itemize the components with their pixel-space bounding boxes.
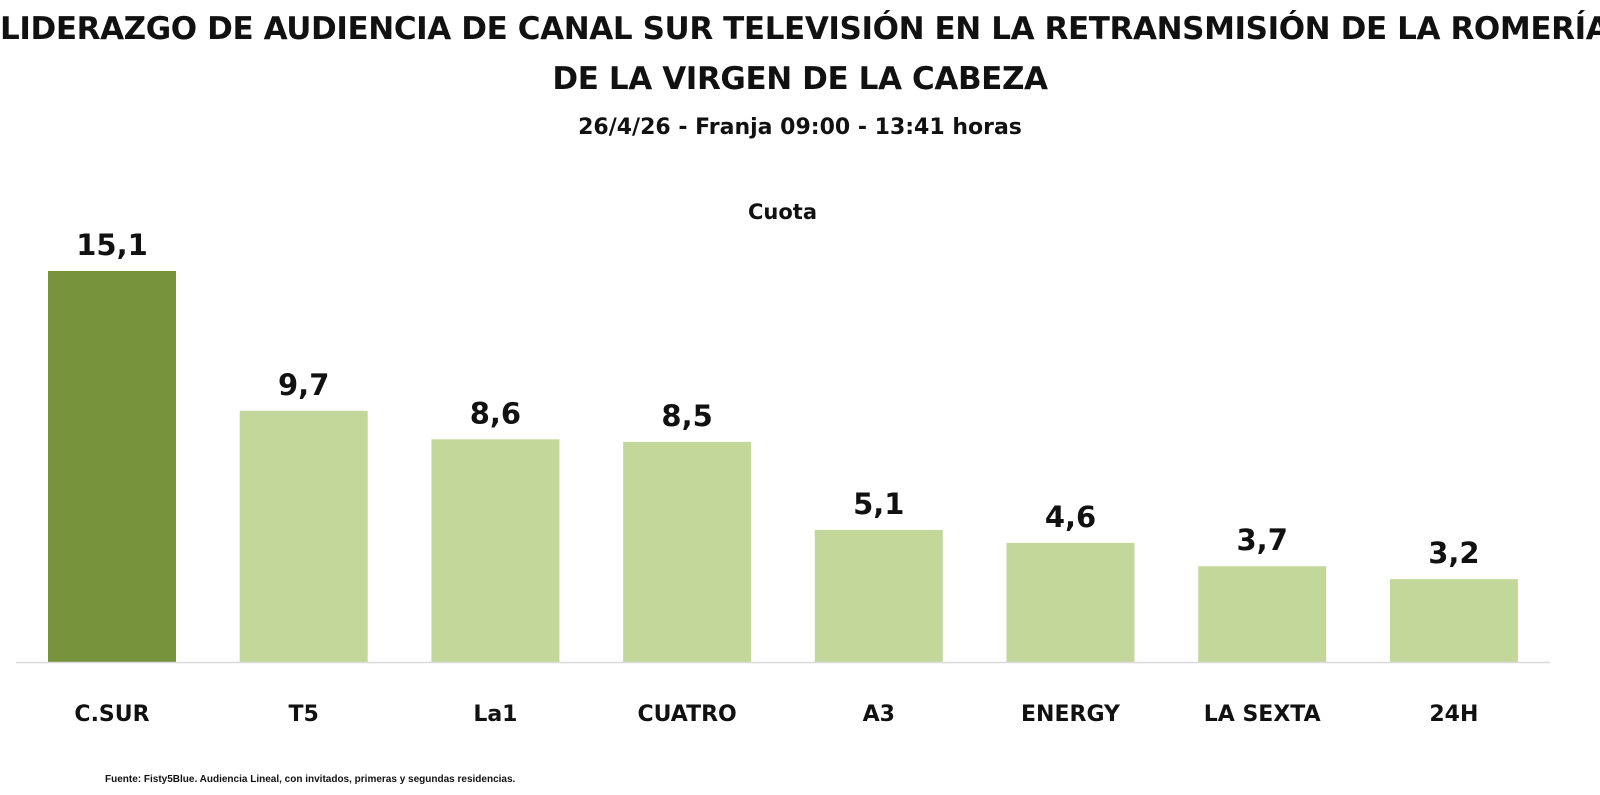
category-label-a3: A3	[863, 702, 895, 727]
bar-la-sexta	[1198, 566, 1327, 662]
bar-la1	[431, 439, 560, 662]
bar-24h	[1389, 579, 1518, 662]
bar-t5	[239, 410, 368, 662]
chart-title-line1: LIDERAZGO DE AUDIENCIA DE CANAL SUR TELE…	[0, 11, 1600, 47]
value-label-a3: 5,1	[853, 487, 904, 521]
value-label-cuatro: 8,5	[661, 399, 712, 433]
bar-cuatro	[623, 441, 752, 662]
category-label-la1: La1	[473, 702, 517, 727]
value-label-energy: 4,6	[1045, 500, 1096, 534]
value-label-24h: 3,2	[1428, 536, 1479, 570]
category-label-t5: T5	[289, 702, 319, 727]
source-note: Fuente: Fisty5Blue. Audiencia Lineal, co…	[105, 774, 516, 785]
category-label-cuatro: CUATRO	[637, 702, 736, 727]
chart-title-line2: DE LA VIRGEN DE LA CABEZA	[552, 61, 1048, 97]
value-label-la-sexta: 3,7	[1237, 523, 1288, 557]
bar-a3	[814, 529, 943, 662]
bar-energy	[1006, 542, 1135, 662]
series-title: Cuota	[748, 200, 817, 224]
category-label-la-sexta: LA SEXTA	[1204, 702, 1321, 727]
bar-c-sur	[48, 271, 176, 662]
bars-group	[48, 271, 1518, 662]
category-label-24h: 24H	[1429, 702, 1478, 727]
category-label-energy: ENERGY	[1021, 702, 1121, 727]
value-label-t5: 9,7	[278, 368, 329, 402]
category-labels-group: C.SUR T5 La1 CUATRO A3 ENERGY LA SEXTA 24H	[74, 702, 1478, 727]
value-labels-group: 15,1 9,7 8,6 8,5 5,1 4,6 3,7 3,2	[76, 228, 1479, 570]
value-label-la1: 8,6	[470, 396, 521, 430]
category-label-c-sur: C.SUR	[74, 702, 149, 727]
value-label-c-sur: 15,1	[76, 228, 148, 262]
chart-subtitle: 26/4/26 - Franja 09:00 - 13:41 horas	[578, 115, 1022, 140]
